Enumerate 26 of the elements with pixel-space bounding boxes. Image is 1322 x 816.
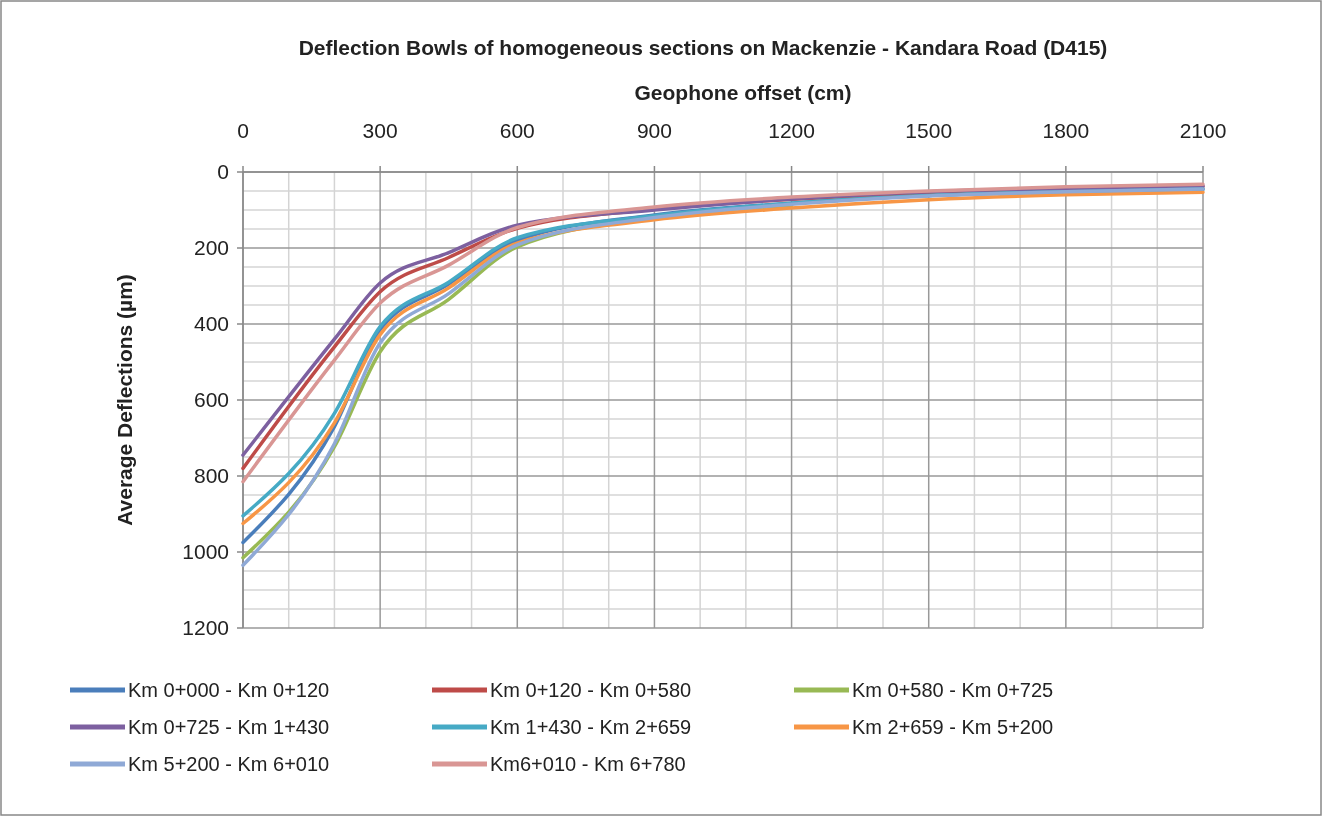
x-tick-label: 300 bbox=[362, 119, 398, 142]
legend-label: Km 0+725 - Km 1+430 bbox=[128, 716, 330, 738]
y-tick-label: 800 bbox=[193, 464, 229, 487]
legend-label: Km 0+120 - Km 0+580 bbox=[490, 679, 692, 701]
x-axis-title: Geophone offset (cm) bbox=[634, 81, 852, 104]
x-tick-label: 2100 bbox=[1179, 119, 1227, 142]
y-axis-title: Average Deflections (µm) bbox=[113, 274, 136, 526]
y-tick-label: 1000 bbox=[182, 540, 229, 563]
y-tick-label: 1200 bbox=[182, 616, 229, 639]
y-tick-label: 600 bbox=[193, 388, 229, 411]
y-tick-label: 400 bbox=[193, 312, 229, 335]
y-tick-label: 200 bbox=[193, 236, 229, 259]
legend-label: Km 0+580 - Km 0+725 bbox=[852, 679, 1054, 701]
legend-label: Km 2+659 - Km 5+200 bbox=[852, 716, 1054, 738]
x-tick-label: 900 bbox=[636, 119, 672, 142]
x-tick-label: 600 bbox=[499, 119, 535, 142]
legend-label: Km 0+000 - Km 0+120 bbox=[128, 679, 330, 701]
x-tick-label: 1800 bbox=[1042, 119, 1090, 142]
x-tick-label: 1200 bbox=[768, 119, 815, 142]
x-tick-label: 1500 bbox=[905, 119, 953, 142]
legend-label: Km6+010 - Km 6+780 bbox=[490, 753, 686, 775]
x-tick-label: 0 bbox=[237, 119, 249, 142]
y-tick-label: 0 bbox=[217, 160, 229, 183]
chart-title: Deflection Bowls of homogeneous sections on Mackenzie - Kandara Road (D415) bbox=[298, 36, 1108, 59]
legend-label: Km 5+200 - Km 6+010 bbox=[128, 753, 330, 775]
legend-label: Km 1+430 - Km 2+659 bbox=[490, 716, 692, 738]
